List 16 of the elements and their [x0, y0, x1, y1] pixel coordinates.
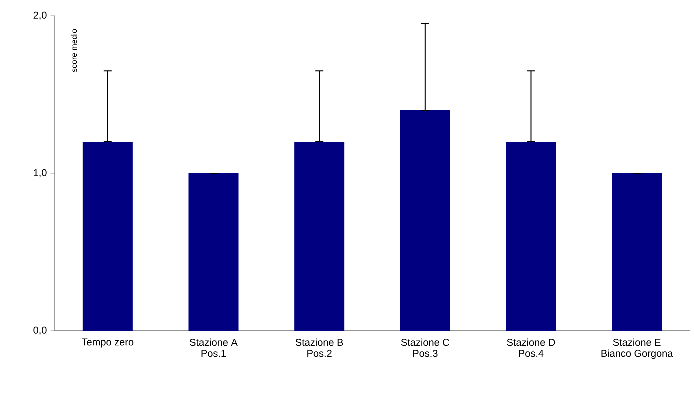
x-tick-label: Stazione A Pos.1 — [190, 338, 238, 358]
x-tick-label: Stazione C Pos.3 — [401, 338, 450, 358]
bar — [188, 173, 239, 331]
bar — [400, 110, 450, 331]
x-tick-label: Tempo zero — [82, 338, 134, 348]
bar — [506, 142, 556, 331]
x-tick-label: Stazione D Pos.4 — [507, 338, 556, 358]
y-tick-label: 2,0 — [34, 12, 47, 20]
y-axis-title: score medio — [71, 29, 78, 72]
bar — [82, 142, 133, 331]
bar — [612, 173, 662, 331]
x-tick-label: Stazione E Bianco Gorgona — [602, 338, 674, 360]
bar — [294, 142, 345, 331]
y-tick-label: 1,0 — [34, 169, 47, 178]
x-tick-label: Stazione B Pos.2 — [296, 338, 344, 358]
y-tick-label: 0,0 — [34, 326, 47, 336]
